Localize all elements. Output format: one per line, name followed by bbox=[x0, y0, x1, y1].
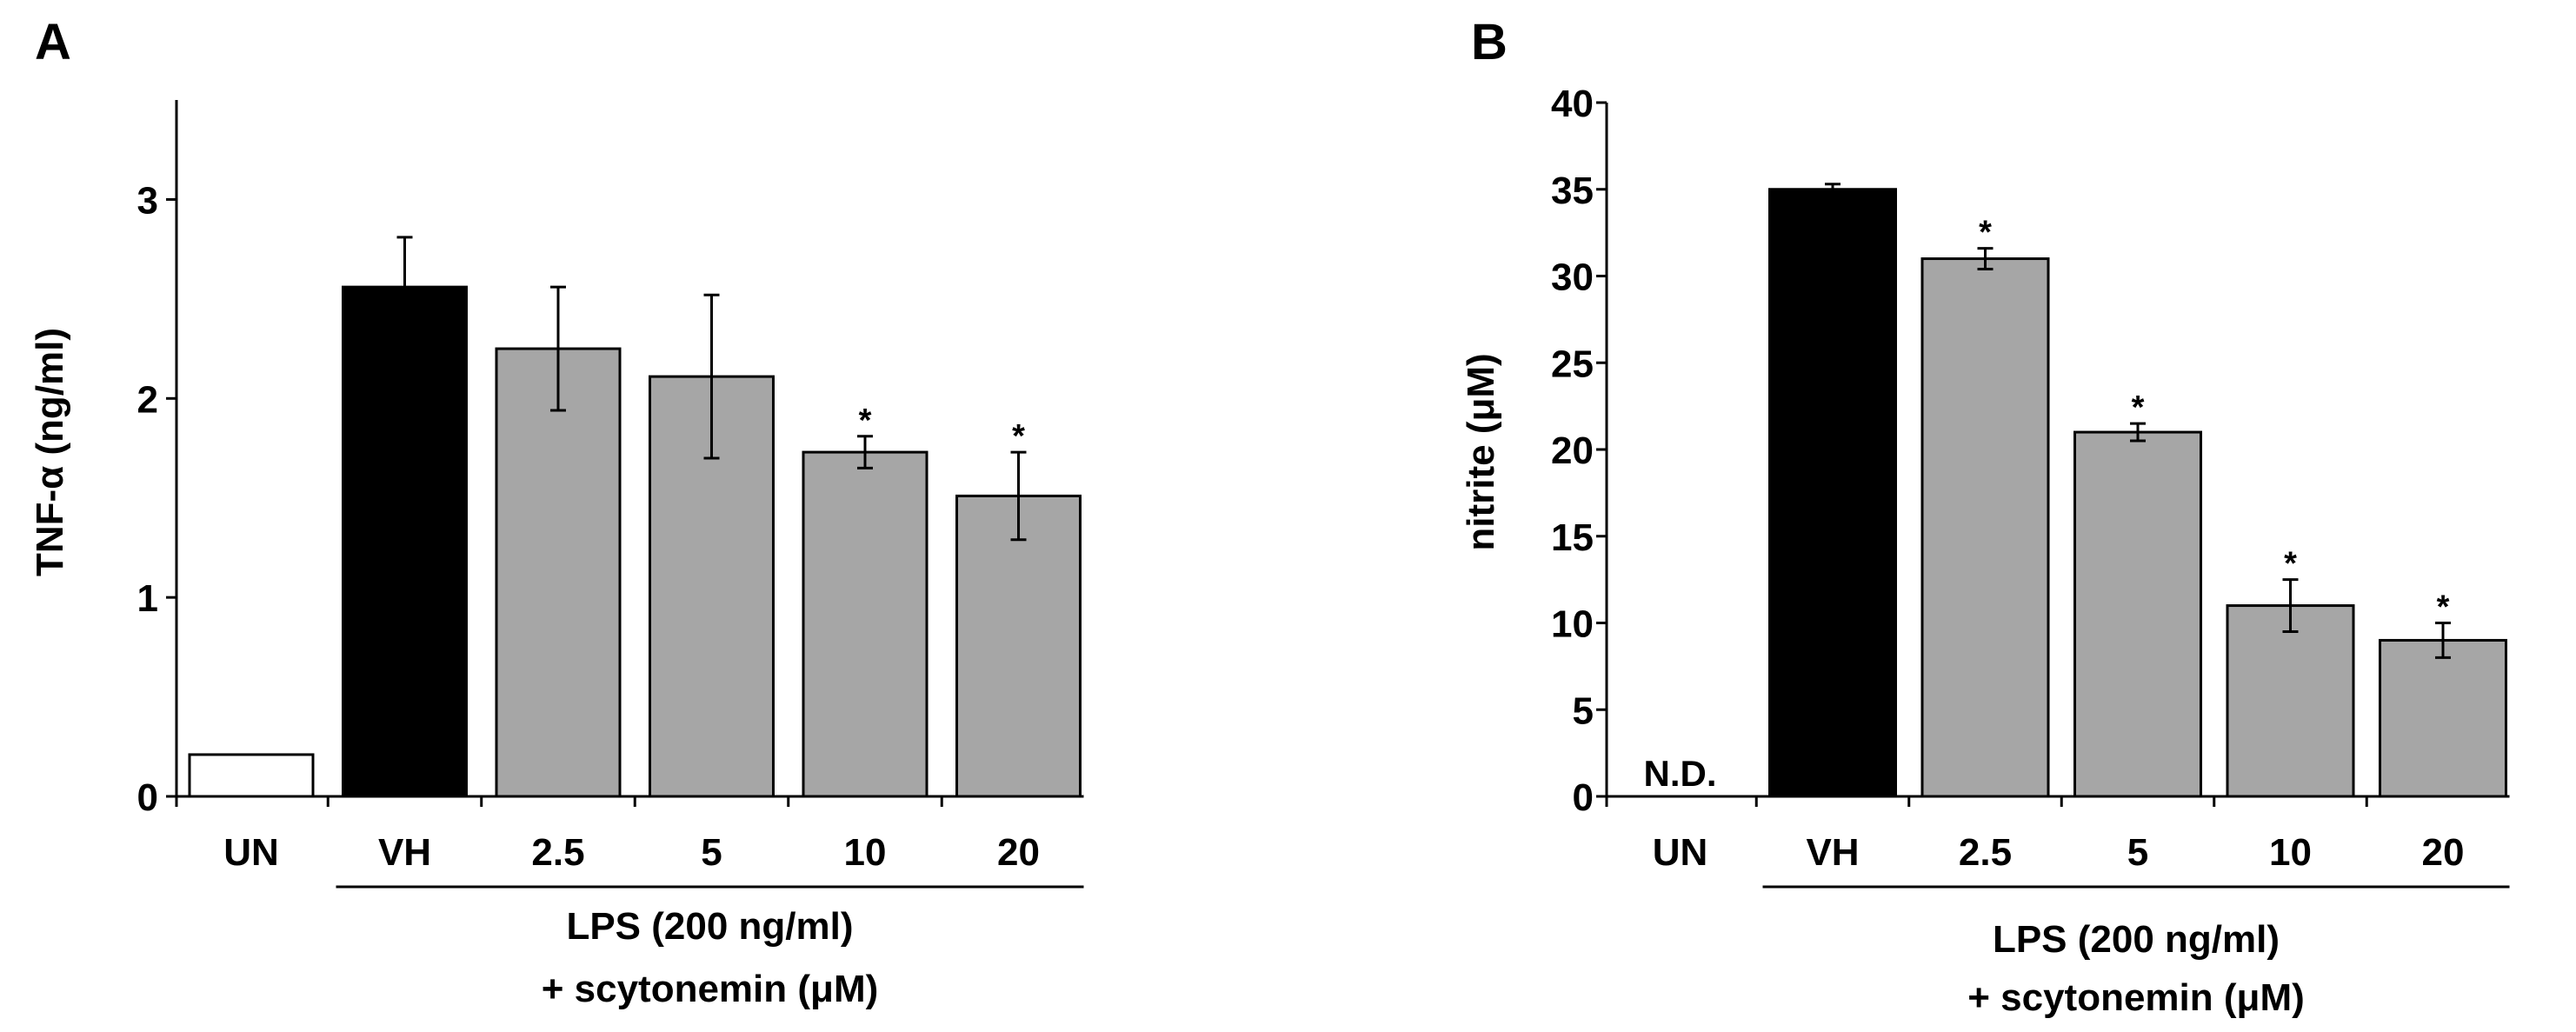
bar bbox=[1920, 257, 2050, 798]
y-tick-label: 3 bbox=[137, 179, 158, 222]
group-label-line2: + scytonemin (μM) bbox=[1967, 976, 2305, 1019]
group-label-line1: LPS (200 ng/ml) bbox=[566, 905, 853, 948]
significance-marker: * bbox=[2437, 589, 2450, 626]
bar bbox=[2226, 604, 2355, 798]
y-axis-label: nitrite (μM) bbox=[1460, 353, 1502, 550]
bar bbox=[188, 753, 315, 798]
category-label: 5 bbox=[701, 831, 722, 874]
y-tick-label: 35 bbox=[1551, 170, 1594, 212]
y-tick-label: 10 bbox=[1551, 603, 1594, 646]
bar bbox=[2073, 430, 2202, 798]
y-tick-label: 5 bbox=[1573, 689, 1594, 732]
category-label: 2.5 bbox=[1959, 831, 2012, 874]
y-tick-label: 2 bbox=[137, 378, 158, 421]
significance-marker: * bbox=[2132, 389, 2145, 426]
no-data-label: N.D. bbox=[1644, 753, 1717, 794]
y-tick-label: 0 bbox=[137, 776, 158, 819]
category-label: UN bbox=[1653, 831, 1708, 874]
category-label: 2.5 bbox=[531, 831, 584, 874]
bar bbox=[495, 347, 622, 798]
panel-label: B bbox=[1471, 14, 1508, 70]
category-label: 10 bbox=[844, 831, 887, 874]
bar bbox=[955, 494, 1082, 798]
category-label: 20 bbox=[2422, 831, 2465, 874]
y-tick-label: 0 bbox=[1573, 776, 1594, 819]
y-tick-label: 25 bbox=[1551, 343, 1594, 385]
significance-marker: * bbox=[2284, 546, 2297, 583]
y-tick-label: 1 bbox=[137, 577, 158, 620]
y-tick-label: 30 bbox=[1551, 256, 1594, 299]
bar bbox=[2379, 638, 2507, 798]
y-tick-label: 15 bbox=[1551, 516, 1594, 559]
category-label: VH bbox=[378, 831, 431, 874]
significance-marker: * bbox=[1979, 215, 1992, 251]
category-label: VH bbox=[1806, 831, 1859, 874]
y-tick-label: 20 bbox=[1551, 429, 1594, 472]
panel-b: B 0 5 10 15 20 25 30 35 40 nitrite (μM) UN VH * 2.5 * 5 *… bbox=[1460, 14, 2510, 1019]
category-label: 5 bbox=[2127, 831, 2148, 874]
bar bbox=[802, 450, 929, 798]
group-label-line1: LPS (200 ng/ml) bbox=[1993, 918, 2280, 961]
y-axis-label: TNF-α (ng/ml) bbox=[29, 328, 71, 576]
category-label: 10 bbox=[2269, 831, 2312, 874]
bar bbox=[342, 285, 468, 798]
significance-marker: * bbox=[859, 403, 872, 439]
significance-marker: * bbox=[1012, 418, 1025, 455]
panel-a: A 0 1 2 3 TNF-α (ng/ml) UN VH 2.5 5 * 10 * 20 LPS (200… bbox=[29, 14, 1084, 1010]
bar bbox=[1768, 188, 1897, 798]
panel-label: A bbox=[35, 14, 71, 70]
group-label-line2: + scytonemin (μM) bbox=[542, 968, 879, 1010]
category-label: 20 bbox=[997, 831, 1040, 874]
category-label: UN bbox=[223, 831, 279, 874]
y-tick-label: 40 bbox=[1551, 83, 1594, 125]
